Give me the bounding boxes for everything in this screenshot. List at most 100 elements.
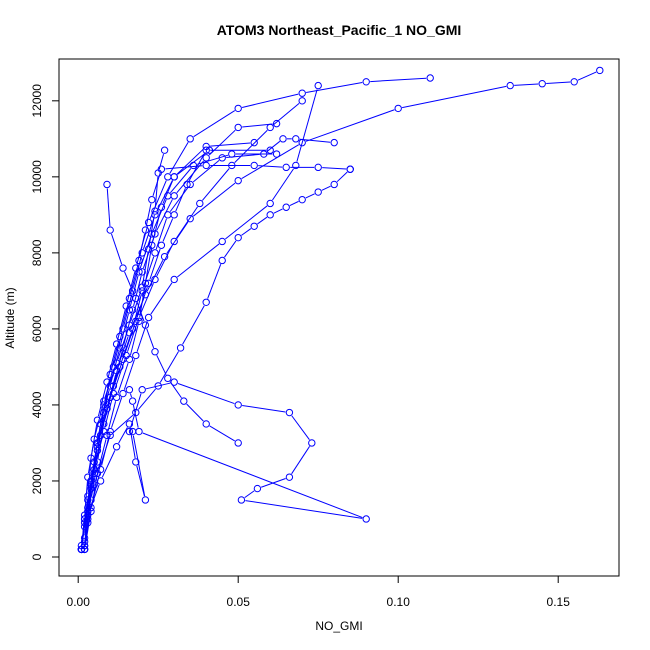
data-point (186, 214, 194, 223)
series-segment (210, 142, 251, 147)
series-segment (132, 435, 146, 497)
series-segment (84, 515, 91, 546)
series-segment (117, 336, 129, 368)
data-point (112, 443, 121, 451)
series-segment (291, 446, 311, 475)
series-10 (80, 146, 214, 554)
series-segment (127, 321, 139, 352)
series-segment (241, 228, 252, 236)
data-point (170, 237, 178, 246)
series-segment (156, 180, 173, 212)
series-segment (129, 275, 139, 307)
data-point (292, 135, 300, 143)
series-segment (120, 313, 129, 345)
data-point (96, 420, 105, 428)
data-point (122, 351, 130, 360)
series-segment (176, 148, 204, 175)
series-segment (305, 109, 395, 142)
data-point (202, 298, 210, 306)
data-point (272, 119, 281, 128)
series-segment (159, 351, 180, 383)
data-point (151, 275, 159, 284)
data-point (176, 344, 185, 352)
data-point (90, 465, 98, 474)
series-segment (104, 370, 113, 402)
data-point (330, 138, 338, 147)
data-point (362, 78, 370, 86)
y-tick-label: 10000 (30, 160, 44, 194)
series-segment (273, 208, 283, 214)
data-point (426, 74, 434, 82)
data-point (285, 408, 294, 417)
y-tick-label: 2000 (30, 467, 44, 494)
x-tick-label: 0.15 (547, 595, 571, 609)
series-segment (111, 397, 123, 428)
data-point (109, 363, 118, 371)
data-point (298, 97, 306, 105)
data-point (218, 237, 226, 246)
data-point (148, 241, 156, 249)
data-point (272, 150, 281, 158)
series-segment (289, 200, 299, 206)
series-segment (156, 244, 173, 277)
chart-title: ATOM3 Northeast_Pacific_1 NO_GMI (217, 22, 462, 38)
series-5 (80, 119, 281, 546)
series-segment (182, 305, 205, 345)
data-point (234, 439, 242, 447)
y-tick-label: 8000 (30, 239, 44, 266)
data-point (125, 386, 134, 394)
series-segment (84, 522, 88, 546)
series-segment (123, 359, 135, 390)
series-segment (370, 77, 427, 83)
series-segment (91, 424, 98, 455)
series-14 (84, 420, 150, 519)
series-segment (162, 218, 174, 242)
series-segment (104, 389, 113, 421)
data-point (234, 401, 242, 409)
data-point (202, 161, 210, 170)
data-point (506, 81, 514, 90)
data-point (116, 344, 124, 352)
data-point (186, 135, 194, 143)
series-segment (104, 397, 113, 428)
series-segment (113, 332, 123, 364)
data-point (164, 173, 172, 181)
data-point (154, 169, 162, 177)
series-segment (146, 328, 155, 349)
series-segment (123, 324, 135, 356)
series-segment (242, 123, 273, 128)
series-segment (114, 359, 126, 390)
data-point (253, 484, 262, 493)
series-segment (158, 153, 165, 170)
series-segment (132, 404, 139, 428)
data-point (538, 80, 546, 88)
data-point (298, 89, 306, 97)
series-segment (130, 290, 142, 322)
data-point (279, 135, 287, 143)
data-point (266, 211, 274, 219)
data-point (234, 233, 242, 242)
series-segment (176, 160, 205, 194)
series-segment (145, 382, 171, 390)
series-segment (291, 415, 310, 441)
data-point (77, 545, 86, 554)
data-point (96, 477, 105, 485)
series-segment (133, 275, 142, 307)
series-segment (156, 199, 173, 231)
series-segment (336, 171, 348, 183)
data-point (128, 287, 137, 295)
series-segment (111, 362, 123, 394)
series-segment (123, 313, 133, 345)
data-point (250, 161, 258, 170)
data-point (93, 439, 102, 447)
data-point (570, 78, 578, 86)
data-point (202, 146, 210, 154)
series-segment (322, 167, 347, 170)
series-segment (111, 233, 123, 265)
series-segment (152, 172, 161, 196)
x-axis: 0.00 0.05 0.10 0.15 (67, 575, 571, 609)
series-segment (321, 185, 331, 191)
series-segment (257, 216, 268, 225)
data-point (298, 195, 306, 204)
x-tick-label: 0.00 (67, 595, 91, 609)
